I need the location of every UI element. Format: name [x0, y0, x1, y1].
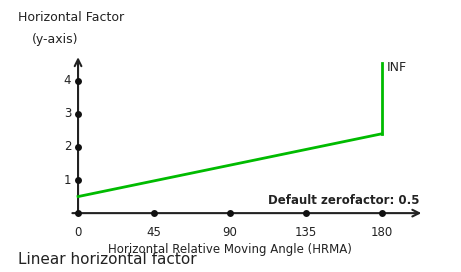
Text: Linear horizontal factor: Linear horizontal factor	[18, 252, 197, 267]
Text: 0: 0	[74, 226, 82, 239]
Text: INF: INF	[387, 61, 407, 74]
Text: 135: 135	[295, 226, 317, 239]
Text: 180: 180	[371, 226, 393, 239]
Text: 45: 45	[147, 226, 161, 239]
Text: (y-axis): (y-axis)	[32, 33, 79, 46]
Text: 1: 1	[64, 174, 71, 187]
Text: 2: 2	[64, 140, 71, 153]
Text: Horizontal Factor: Horizontal Factor	[18, 11, 124, 24]
Text: Horizontal Relative Moving Angle (HRMA): Horizontal Relative Moving Angle (HRMA)	[108, 243, 352, 256]
Text: 90: 90	[223, 226, 237, 239]
Text: 4: 4	[64, 74, 71, 87]
Text: Default zerofactor: 0.5: Default zerofactor: 0.5	[267, 194, 419, 207]
Text: 3: 3	[64, 107, 71, 120]
